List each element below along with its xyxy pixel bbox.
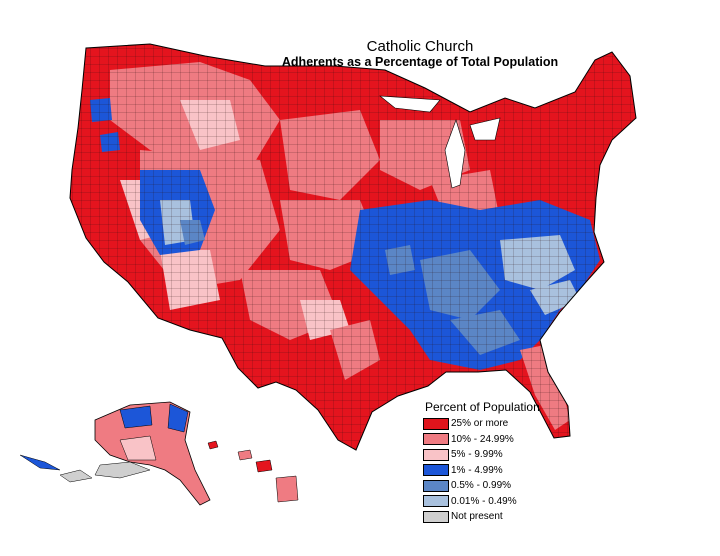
legend-swatch xyxy=(423,495,449,508)
legend-label: 1% - 4.99% xyxy=(451,464,503,476)
legend-swatch xyxy=(423,464,449,477)
legend-item: 5% - 9.99% xyxy=(423,447,573,463)
legend-label: 0.01% - 0.49% xyxy=(451,495,517,507)
legend: Percent of Population 25% or more 10% - 2… xyxy=(423,400,573,525)
legend-label: 5% - 9.99% xyxy=(451,449,503,461)
legend-swatch xyxy=(423,417,449,430)
lake-michigan xyxy=(444,119,466,189)
legend-item: Not present xyxy=(423,509,573,525)
legend-item: 0.01% - 0.49% xyxy=(423,494,573,510)
contiguous-us-map xyxy=(70,44,636,450)
legend-item: 25% or more xyxy=(423,416,573,432)
legend-swatch xyxy=(423,433,449,446)
legend-label: 0.5% - 0.99% xyxy=(451,480,512,492)
legend-title: Percent of Population xyxy=(425,400,540,414)
legend-swatch xyxy=(423,448,449,461)
map-subtitle: Adherents as a Percentage of Total Popul… xyxy=(281,55,559,69)
legend-swatch xyxy=(423,510,449,523)
lake-superior xyxy=(379,95,441,113)
legend-label: Not present xyxy=(451,511,503,523)
legend-label: 25% or more xyxy=(451,418,509,430)
lake-huron xyxy=(469,117,501,141)
legend-label: 10% - 24.99% xyxy=(451,433,514,445)
legend-swatch xyxy=(423,479,449,492)
legend-item: 10% - 24.99% xyxy=(423,432,573,448)
title-block: Catholic Church Adherents as a Percentag… xyxy=(270,38,570,69)
legend-item: 0.5% - 0.99% xyxy=(423,478,573,494)
hawaii-map xyxy=(207,440,299,503)
map-title: Catholic Church xyxy=(366,38,474,55)
alaska-map xyxy=(19,401,211,506)
legend-item: 1% - 4.99% xyxy=(423,463,573,479)
